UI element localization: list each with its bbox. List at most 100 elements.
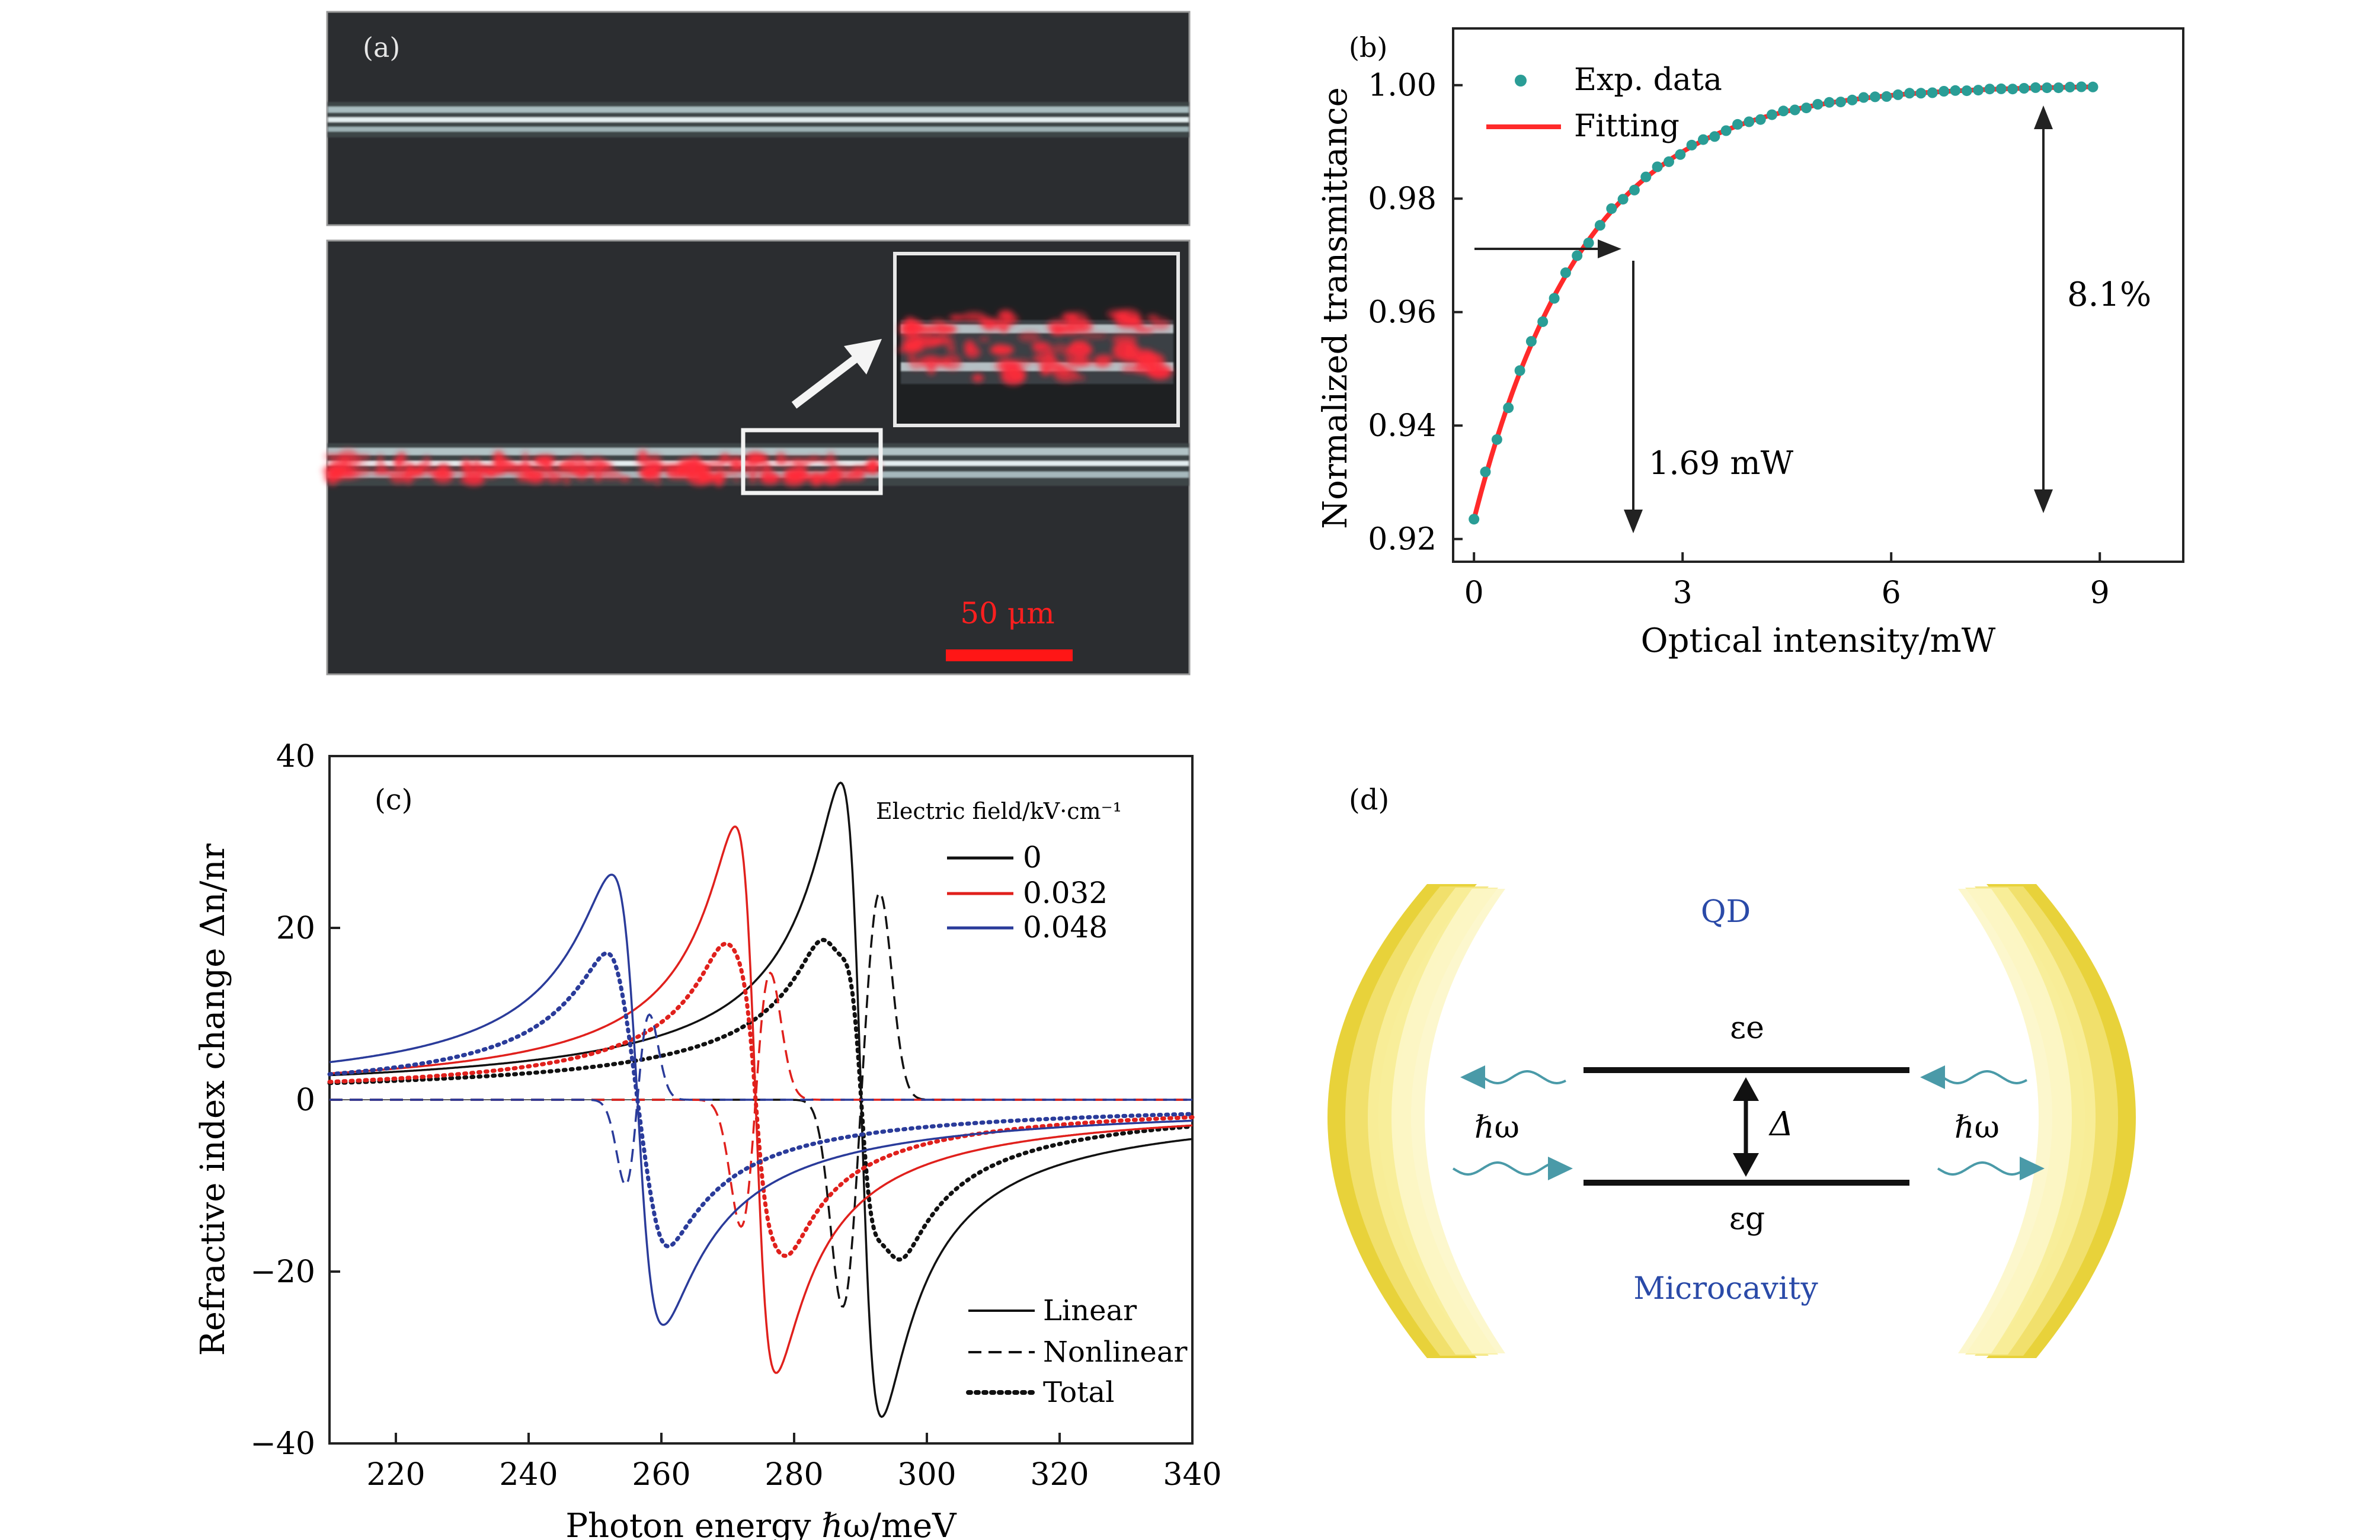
glow-spot: [1018, 331, 1041, 342]
legend-c-fields: Electric field/kV·cm⁻¹ 0 0.032 0.048: [876, 798, 1122, 945]
legend-label-0: 0: [1023, 840, 1042, 875]
glow-spot: [593, 468, 603, 482]
glow-spot: [436, 463, 452, 479]
data-point: [1514, 365, 1525, 376]
data-point: [1594, 220, 1605, 231]
glow-spot: [676, 463, 685, 479]
data-point: [2007, 84, 2018, 95]
glow-spot: [926, 360, 936, 376]
data-point: [1503, 402, 1514, 414]
arrow-double-depth: [2034, 105, 2053, 513]
photon-label-right: ℏω: [1954, 1110, 2000, 1145]
glow-spot: [1112, 341, 1140, 358]
glow-spot: [1116, 319, 1144, 329]
glow-spot: [532, 457, 552, 462]
y-tick-label: 40: [276, 739, 315, 774]
panel-a-label: (a): [363, 31, 400, 63]
glow-spot: [775, 452, 786, 465]
legend-c-styles: Linear Nonlinear Total: [966, 1294, 1187, 1409]
glow-spot: [389, 469, 407, 484]
x-tick-label: 0: [1464, 575, 1484, 611]
glow-spot: [1032, 341, 1053, 354]
total-curve-0: [327, 937, 1195, 1262]
legend-label-0048: 0.048: [1023, 910, 1108, 945]
glow-spot: [750, 472, 757, 480]
glow-spot: [1106, 309, 1130, 319]
panel-b-chart: 0 3 6 9 0.92 0.94 0.96 0.98 1.00 (b) Exp. data F…: [1316, 27, 2184, 660]
glow-spot: [732, 475, 740, 482]
legend-linear-label: Linear: [1043, 1294, 1137, 1327]
gap-arrow: [1733, 1077, 1759, 1177]
annotation-power: 1.69 mW: [1649, 444, 1794, 482]
photon-waves: [1452, 1065, 2045, 1180]
glow-spot: [979, 316, 995, 328]
data-point: [1778, 105, 1789, 117]
y-axis-label-b: Normalized transmittance: [1316, 87, 1355, 529]
y-tick-label: 20: [276, 911, 315, 946]
scale-bar-label: 50 μm: [960, 596, 1054, 630]
x-tick-label: 340: [1163, 1457, 1221, 1493]
legend-exp-label: Exp. data: [1574, 62, 1722, 98]
glow-spot: [827, 452, 835, 462]
glow-spot: [393, 457, 401, 466]
glow-spot: [748, 453, 770, 465]
glow-spot: [759, 471, 780, 485]
linear-curve-0: [329, 782, 1193, 1419]
glow-spot: [402, 468, 414, 485]
glow-spot: [907, 352, 916, 363]
wave-arrowhead: [1920, 1065, 1945, 1089]
data-point: [1824, 97, 1835, 108]
data-point: [1640, 171, 1652, 183]
glow-spot: [1032, 354, 1057, 363]
y-tick-label: 0.96: [1368, 295, 1437, 331]
glow-spot: [577, 464, 595, 478]
fiber-top: [328, 102, 1189, 137]
data-point: [2042, 82, 2053, 94]
data-point: [1617, 194, 1629, 205]
glow-spot: [798, 472, 811, 481]
glow-spot: [619, 476, 631, 482]
glow-spot: [833, 466, 850, 473]
data-point: [1938, 86, 1950, 97]
glow-spot: [526, 470, 545, 484]
glow-spot: [358, 466, 372, 477]
data-point: [1469, 514, 1480, 525]
wave: [1937, 1161, 2023, 1176]
data-point: [1801, 103, 1812, 114]
glow-spot: [681, 459, 699, 468]
glow-spot: [473, 458, 481, 468]
data-point: [1549, 293, 1560, 304]
inset-fluorescence: [897, 309, 1173, 385]
glow-spot: [999, 323, 1009, 333]
data-point: [1744, 116, 1755, 127]
data-point: [1950, 85, 1961, 96]
excited-level-label: εe: [1730, 1010, 1764, 1046]
y-tick-label: 1.00: [1368, 68, 1437, 104]
panel-a-micrograph: (a) 50 μm: [321, 11, 1191, 675]
data-point: [1858, 92, 1869, 103]
total-curve-0.032: [327, 942, 1195, 1258]
wave: [1482, 1070, 1566, 1084]
glow-spot: [1010, 358, 1032, 367]
glow-spot: [978, 337, 990, 342]
glow-spot: [656, 463, 673, 469]
data-point: [1537, 316, 1549, 327]
data-point: [2076, 81, 2087, 92]
qd-label: QD: [1701, 894, 1751, 930]
data-point: [1720, 125, 1732, 136]
glow-spot: [903, 322, 921, 336]
glow-spot: [998, 310, 1014, 320]
glow-spot: [1040, 368, 1051, 376]
glow-spot: [1134, 327, 1154, 333]
data-point: [1480, 466, 1491, 478]
x-tick-label: 280: [764, 1457, 823, 1493]
glow-spot: [558, 460, 577, 474]
data-point: [1789, 104, 1800, 116]
glow-spot: [1061, 312, 1079, 321]
plot-frame-b: [1452, 27, 2184, 563]
glow-spot: [1142, 353, 1165, 367]
x-tick-label: 220: [366, 1457, 425, 1493]
glow-spot: [331, 453, 350, 468]
panel-d-diagram: (d) QD Microcavity εe εg Δ ℏω ℏω: [1327, 783, 2136, 1358]
legend-marker-exp: [1515, 75, 1527, 87]
